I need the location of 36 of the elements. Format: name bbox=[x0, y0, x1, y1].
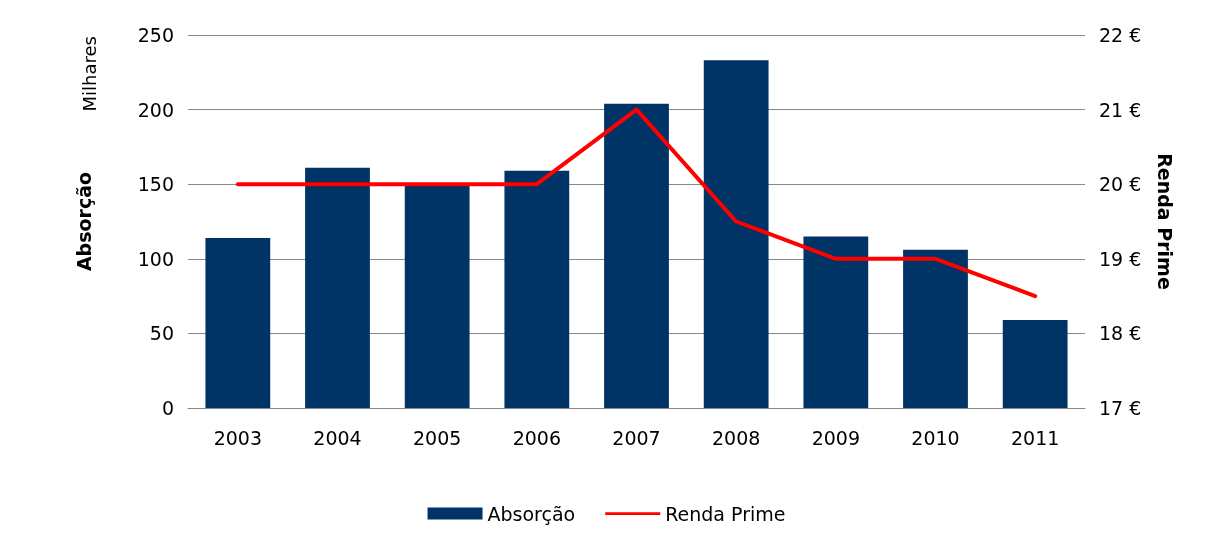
legend-label: Renda Prime bbox=[665, 502, 786, 525]
bar bbox=[1002, 319, 1068, 408]
y2-tick-label: 17 € bbox=[1099, 397, 1142, 419]
bar bbox=[803, 236, 869, 408]
x-tick-label: 2009 bbox=[811, 426, 861, 449]
y2-tick-label: 18 € bbox=[1099, 322, 1142, 345]
text: Milhares bbox=[78, 35, 100, 112]
y2-tick-label: 20 € bbox=[1099, 173, 1142, 196]
bar bbox=[404, 184, 470, 408]
x-tick-label: 2007 bbox=[612, 426, 661, 449]
y2-tick-label: 21 € bbox=[1099, 98, 1142, 121]
y-tick-label: 100 bbox=[137, 247, 174, 270]
x-tick-label: 2010 bbox=[911, 426, 960, 449]
x-tick-label: 2004 bbox=[313, 426, 362, 449]
y2-tick-label: 19 € bbox=[1099, 247, 1142, 270]
y-tick-label: 250 bbox=[137, 24, 174, 46]
legend-label: Absorção bbox=[487, 502, 576, 525]
line-series bbox=[235, 107, 1038, 299]
x-tick-label: 2005 bbox=[412, 426, 462, 449]
x-tick-label: 2008 bbox=[711, 426, 761, 449]
y2-tick-label: 22 € bbox=[1099, 24, 1142, 46]
y-tick-label: 150 bbox=[137, 173, 174, 196]
x-tick-label: 2011 bbox=[1010, 426, 1060, 449]
y-tick-label: 200 bbox=[137, 98, 174, 121]
bar bbox=[903, 249, 968, 408]
y-tick-label: 0 bbox=[161, 397, 174, 419]
x-tick-label: 2003 bbox=[213, 426, 263, 449]
y-axis-title: Absorção bbox=[72, 171, 95, 272]
bar bbox=[703, 60, 769, 408]
y-tick-label: 50 bbox=[149, 322, 174, 345]
bar bbox=[504, 170, 570, 408]
bar bbox=[205, 237, 271, 408]
bar bbox=[604, 103, 669, 408]
bar bbox=[305, 167, 370, 408]
x-tick-label: 2006 bbox=[512, 426, 562, 449]
y2-axis-title: Renda Prime bbox=[1153, 153, 1176, 290]
